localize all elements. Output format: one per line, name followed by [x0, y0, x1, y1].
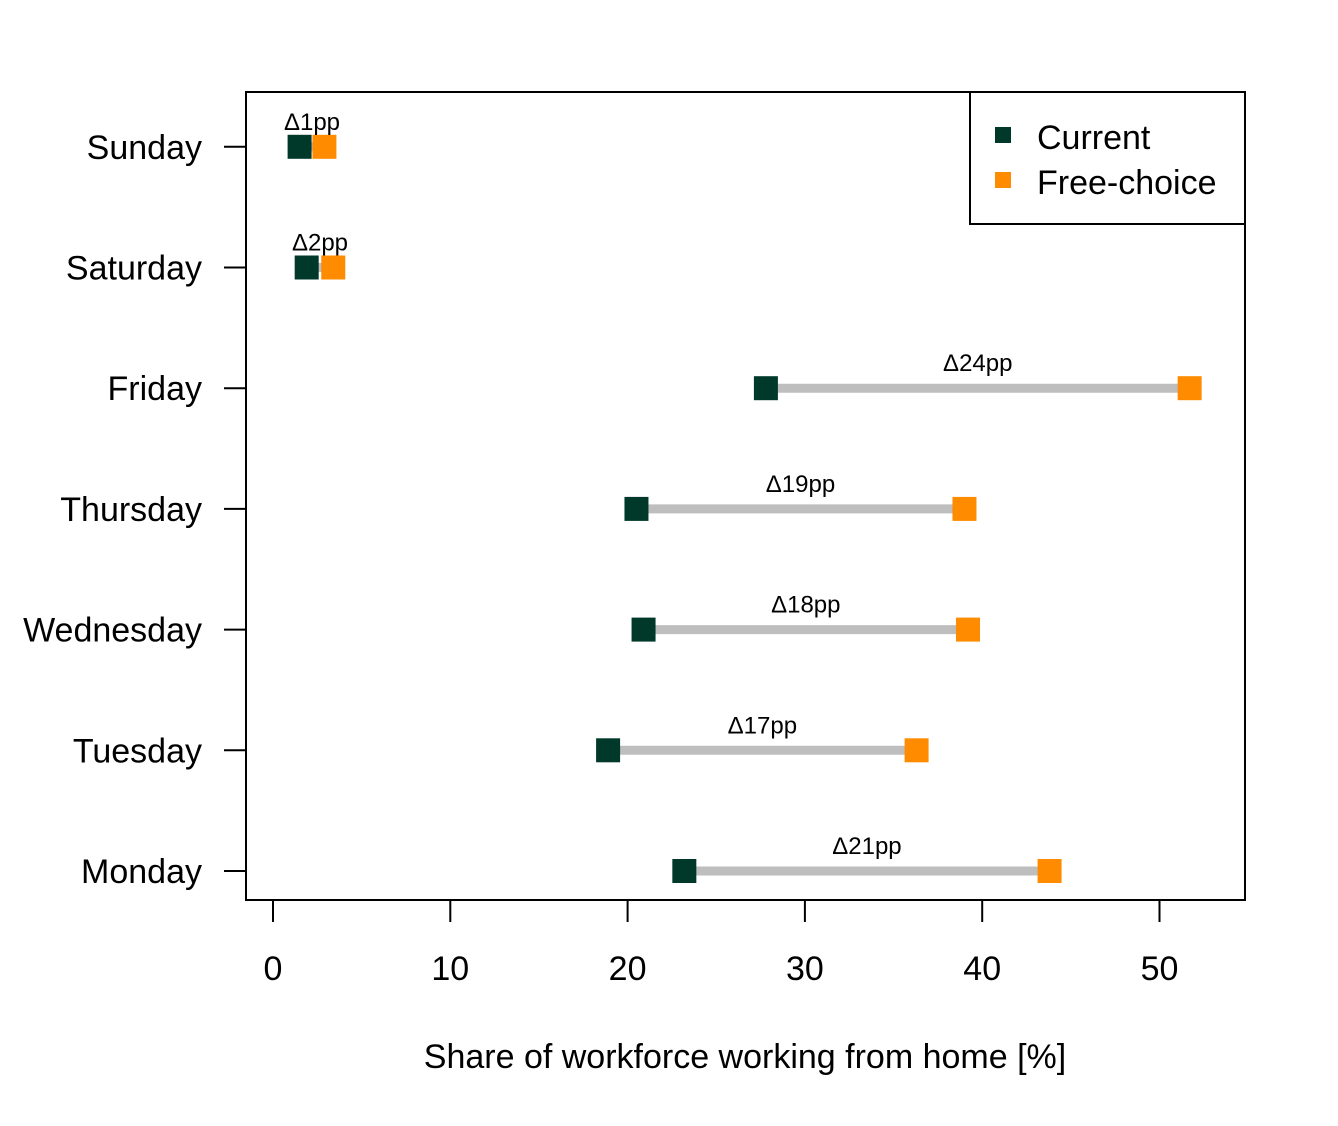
y-tick-label-sunday: Sunday	[87, 129, 202, 167]
x-tick-label-0: 0	[264, 950, 283, 988]
y-axis: Monday Tuesday Wednesday Thursday Friday Satu…	[23, 129, 247, 891]
point-current-friday	[753, 376, 778, 401]
legend-box	[969, 91, 1246, 225]
y-tick-label-tuesday: Tuesday	[73, 732, 202, 770]
delta-label-monday: Δ21pp	[832, 833, 901, 860]
point-free-choice-thursday	[952, 496, 977, 521]
markers	[287, 134, 1202, 883]
delta-label-tuesday: Δ17pp	[728, 712, 797, 739]
y-tick-label-saturday: Saturday	[66, 250, 202, 288]
legend-label-current: Current	[1037, 119, 1151, 157]
point-current-sunday	[287, 134, 312, 159]
x-tick-label-30: 30	[786, 950, 824, 988]
point-current-monday	[672, 859, 697, 883]
point-current-thursday	[624, 496, 649, 521]
y-tick-label-wednesday: Wednesday	[23, 612, 202, 650]
point-current-wednesday	[631, 617, 656, 642]
x-tick-label-50: 50	[1141, 950, 1179, 988]
point-free-choice-monday	[1037, 859, 1062, 883]
x-axis-title: Share of workforce working from home [%]	[424, 1038, 1066, 1076]
point-free-choice-tuesday	[904, 738, 929, 763]
delta-label-friday: Δ24pp	[943, 350, 1012, 377]
x-tick-label-20: 20	[609, 950, 647, 988]
point-free-choice-wednesday	[956, 617, 981, 642]
delta-labels: Δ21pp Δ17pp Δ18pp Δ19pp Δ24pp Δ2pp Δ1pp	[284, 109, 1013, 860]
legend-swatch-current	[995, 127, 1011, 143]
connectors	[299, 142, 1190, 876]
legend-swatch-free-choice	[995, 172, 1011, 188]
point-free-choice-friday	[1177, 376, 1202, 401]
point-free-choice-sunday	[312, 134, 337, 159]
x-axis: 0 10 20 30 40 50	[264, 899, 1179, 988]
y-tick-label-thursday: Thursday	[60, 491, 202, 529]
y-tick-label-monday: Monday	[81, 853, 202, 891]
point-current-saturday	[294, 255, 319, 280]
delta-label-thursday: Δ19pp	[766, 471, 835, 498]
delta-label-saturday: Δ2pp	[292, 230, 348, 257]
y-tick-label-friday: Friday	[108, 370, 202, 408]
delta-label-sunday: Δ1pp	[284, 109, 340, 136]
x-tick-label-10: 10	[431, 950, 469, 988]
legend: Current Free-choice	[969, 91, 1246, 225]
point-free-choice-saturday	[321, 255, 346, 280]
delta-label-wednesday: Δ18pp	[771, 592, 840, 619]
legend-label-free-choice: Free-choice	[1037, 164, 1217, 202]
point-current-tuesday	[596, 738, 621, 763]
x-tick-label-40: 40	[963, 950, 1001, 988]
